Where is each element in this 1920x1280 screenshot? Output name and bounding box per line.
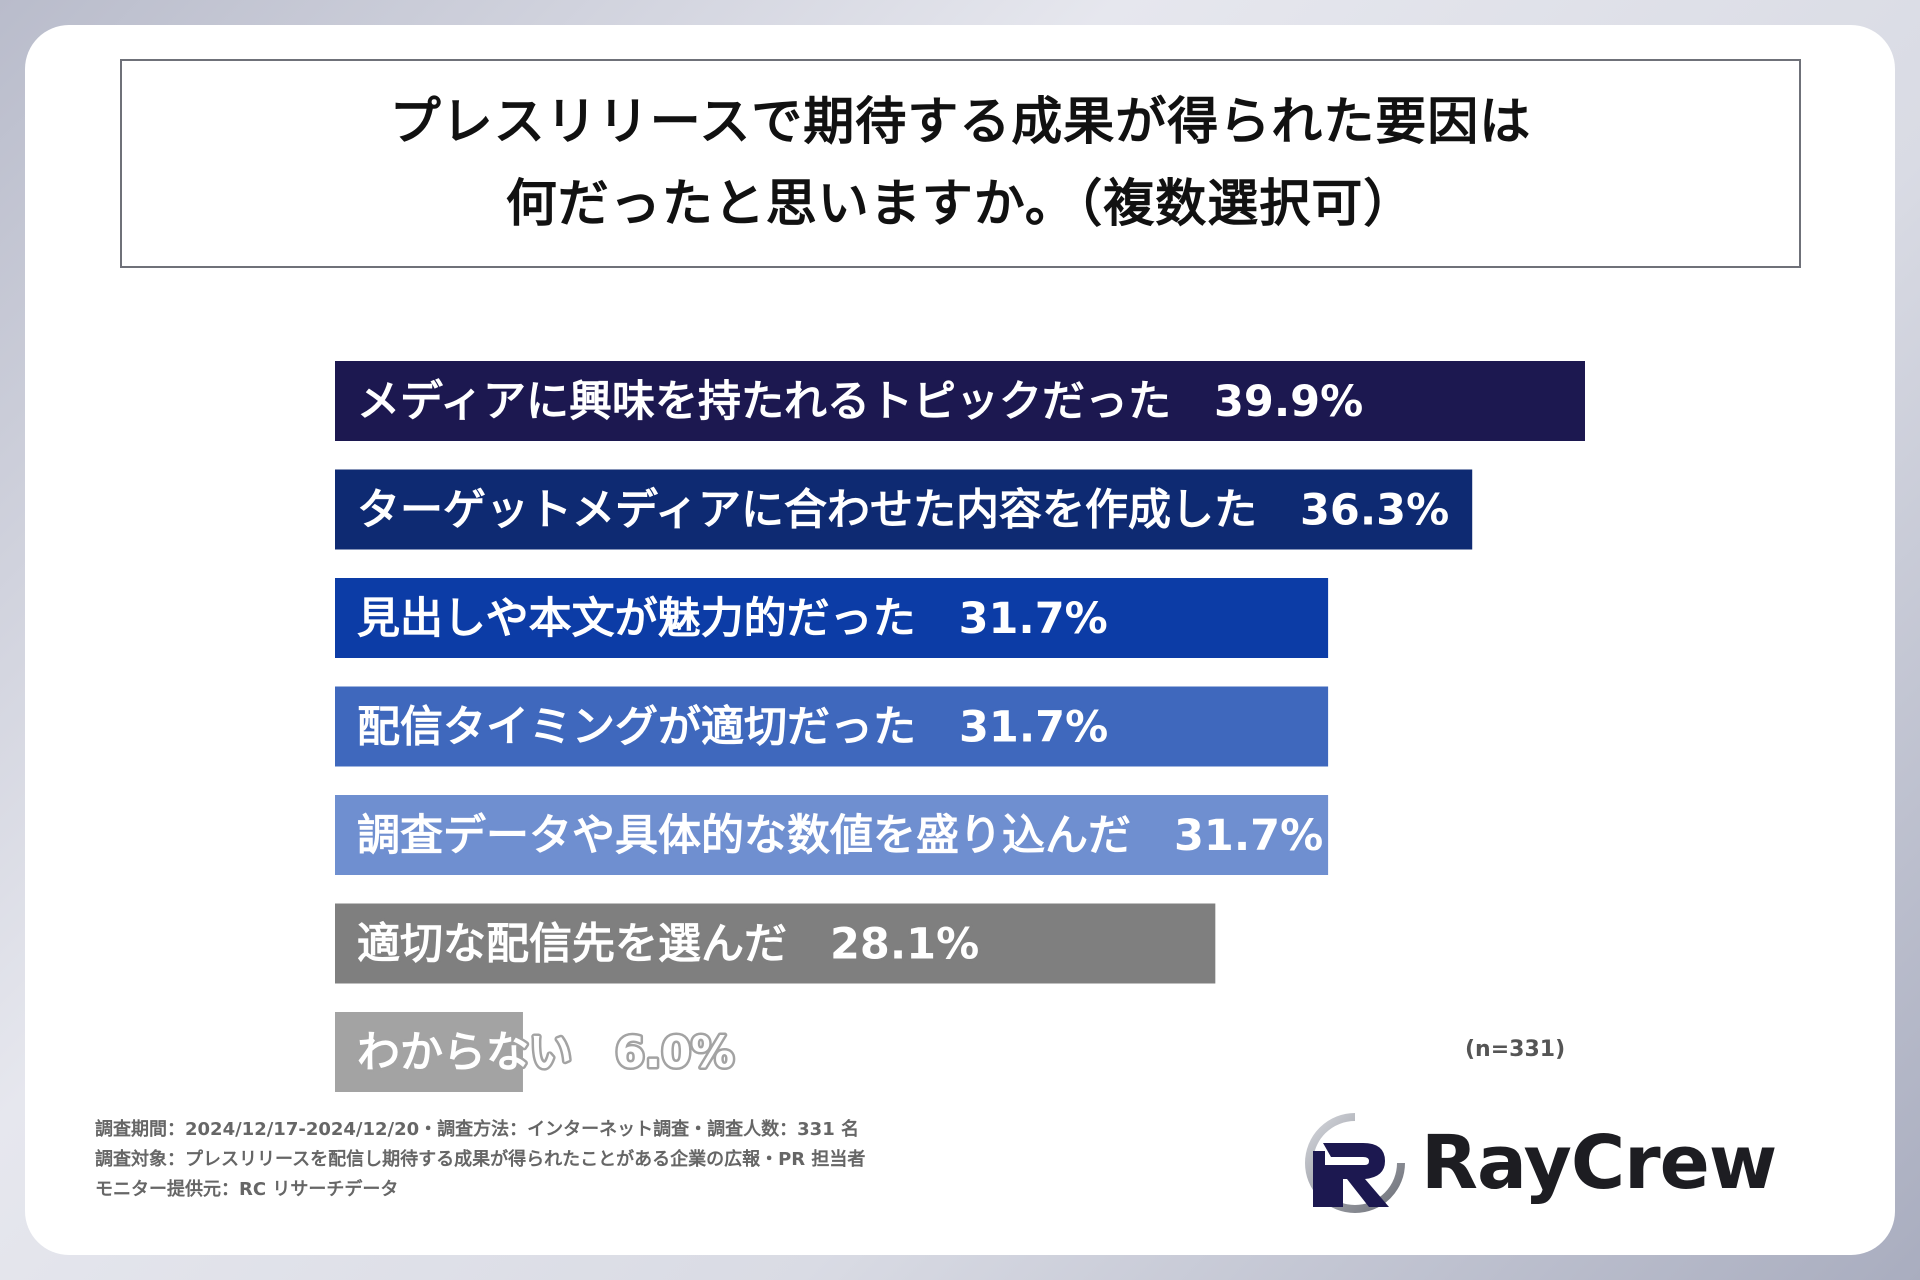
bar-7	[335, 1012, 523, 1092]
bar-5	[335, 795, 1329, 875]
title-box: プレスリリースで期待する成果が得られた要因は 何だったと思いますか。（複数選択可…	[120, 59, 1801, 268]
value-label-6: 28.1%	[830, 920, 979, 970]
survey-note-target: 調査対象：プレスリリースを配信し期待する成果が得られたことがある企業の広報・PR…	[95, 1149, 866, 1170]
bar-label-4: 配信タイミングが適切だった 31.7%	[357, 703, 1108, 753]
bar-6	[335, 903, 1216, 984]
survey-notes: 調査期間：2024/12/17-2024/12/20・調査方法：インターネット調…	[95, 1115, 865, 1205]
chart-title: プレスリリースで期待する成果が得られた要因は 何だったと思いますか。（複数選択可…	[390, 82, 1531, 246]
raycrew-r-logo-icon	[1305, 1113, 1405, 1213]
value-label-2: 36.3%	[1300, 486, 1449, 536]
title-line-2: 何だったと思いますか。（複数選択可）	[505, 174, 1416, 234]
bar-label-6: 適切な配信先を選んだ 28.1%	[357, 920, 979, 970]
bar-3	[335, 578, 1329, 658]
bar-1	[335, 361, 1585, 441]
value-label-7: 6.0%	[615, 1028, 734, 1078]
bar-label-7: わからない 6.0%	[357, 1028, 734, 1078]
title-line-1: プレスリリースで期待する成果が得られた要因は	[389, 92, 1532, 152]
bar-label-3: 見出しや本文が魅力的だった 31.7%	[357, 594, 1108, 644]
survey-note-provider: モニター提供元：RC リサーチデータ	[95, 1179, 399, 1200]
survey-note-period: 調査期間：2024/12/17-2024/12/20・調査方法：インターネット調…	[95, 1119, 859, 1140]
raycrew-logo: RayCrew	[1305, 1108, 1777, 1218]
sample-size-label: (n=331)	[1465, 1037, 1566, 1062]
logo-text: RayCrew	[1421, 1120, 1777, 1206]
value-label-5: 31.7%	[1174, 811, 1323, 861]
value-label-1: 39.9%	[1214, 377, 1363, 427]
value-label-4: 31.7%	[959, 703, 1108, 753]
value-label-3: 31.7%	[959, 594, 1108, 644]
bar-label-5: 調査データや具体的な数値を盛り込んだ 31.7%	[357, 811, 1323, 861]
bar-2	[335, 469, 1473, 550]
bar-4	[335, 686, 1329, 767]
bar-label-1: メディアに興味を持たれるトピックだった 39.9%	[357, 377, 1363, 427]
bar-label-2: ターゲットメディアに合わせた内容を作成した 36.3%	[357, 486, 1449, 536]
